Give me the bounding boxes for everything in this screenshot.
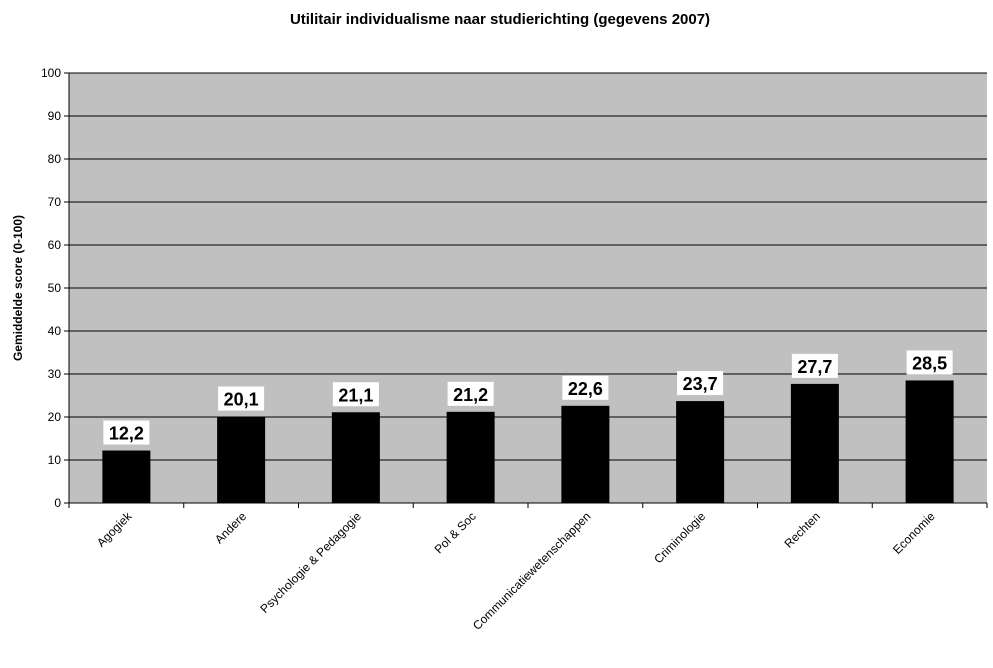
y-tick-label: 10	[48, 453, 62, 467]
x-tick-label: Agogiek	[94, 509, 135, 550]
y-tick-label: 40	[48, 324, 62, 338]
bar	[446, 411, 495, 503]
data-label-background	[103, 420, 150, 445]
data-label: 12,2	[103, 420, 150, 445]
data-label-background	[562, 375, 609, 400]
data-label-text: 21,2	[453, 385, 488, 405]
data-label-background	[677, 371, 724, 396]
chart-title: Utilitair individualisme naar studierich…	[290, 11, 710, 28]
bar	[331, 412, 380, 503]
x-tick-label: Economie	[890, 509, 938, 557]
data-label: 21,2	[447, 381, 494, 406]
data-label-background	[218, 386, 265, 411]
y-tick-label: 100	[41, 66, 61, 80]
data-label-text: 23,7	[683, 374, 718, 394]
bar	[217, 416, 266, 503]
y-tick-label: 80	[48, 152, 62, 166]
y-axis-label: Gemiddelde score (0-100)	[11, 215, 25, 361]
bar	[676, 401, 725, 503]
y-tick-label: 20	[48, 410, 62, 424]
x-tick-label: Communicatiewetenschappen	[470, 509, 594, 633]
data-label: 28,5	[906, 350, 953, 375]
data-label: 27,7	[791, 353, 838, 378]
y-axis: 0 10 20 30 40 50 60 70 80 90 100	[41, 66, 70, 510]
data-label-text: 27,7	[797, 357, 832, 377]
data-label-background	[791, 353, 838, 378]
data-label-background	[447, 381, 494, 406]
data-label: 22,6	[562, 375, 609, 400]
y-tick-label: 70	[48, 195, 62, 209]
x-tick-label: Rechten	[781, 509, 823, 551]
x-tick-label: Andere	[212, 509, 249, 546]
data-label: 20,1	[218, 386, 265, 411]
data-label-text: 28,5	[912, 353, 947, 373]
bars	[102, 380, 954, 503]
data-label: 21,1	[332, 382, 379, 407]
gridlines	[69, 72, 987, 461]
data-label-text: 12,2	[109, 424, 144, 444]
data-label-text: 21,1	[338, 385, 373, 405]
x-tick-label: Psychologie & Pedagogie	[257, 509, 364, 616]
y-tick-label: 60	[48, 238, 62, 252]
y-tick-label: 50	[48, 281, 62, 295]
data-label-background	[332, 382, 379, 407]
bar	[790, 383, 839, 503]
data-label-background	[906, 350, 953, 375]
data-label-text: 22,6	[568, 379, 603, 399]
y-tick-label: 30	[48, 367, 62, 381]
data-label: 23,7	[677, 371, 724, 396]
bar	[905, 380, 954, 503]
x-axis: Agogiek Andere Psychologie & Pedagogie Pol …	[68, 502, 988, 633]
data-labels: 12,2 20,1 21,1 21,2 22,6 23,7 27,7 28,5	[103, 350, 953, 445]
y-tick-label: 0	[54, 496, 61, 510]
data-label-text: 20,1	[224, 390, 259, 410]
y-tick-label: 90	[48, 109, 62, 123]
x-tick-label: Pol & Soc	[432, 509, 479, 556]
x-tick-label: Criminologie	[651, 509, 708, 566]
bar	[102, 450, 151, 503]
bar	[561, 405, 610, 503]
